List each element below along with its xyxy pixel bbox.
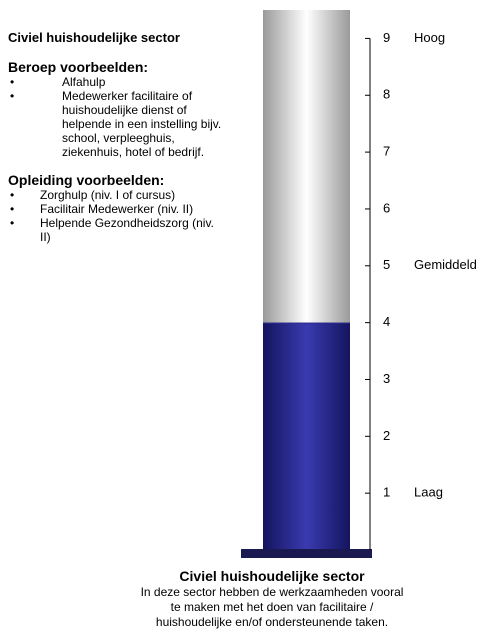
info-panel: Civiel huishoudelijke sector Beroep voor… <box>8 30 230 258</box>
y-tick-label: 3 <box>383 371 390 386</box>
list-item: Facilitair Medewerker (niv. II) <box>8 202 225 216</box>
y-tick-label: 4 <box>383 314 390 329</box>
level-label: Laag <box>414 485 443 500</box>
y-tick-label: 6 <box>383 200 390 215</box>
y-tick-label: 8 <box>383 87 390 102</box>
list: Zorghulp (niv. I of cursus)Facilitair Me… <box>8 188 230 244</box>
y-tick-label: 7 <box>383 144 390 159</box>
base <box>241 549 372 558</box>
y-tick-label: 5 <box>383 257 390 272</box>
list-item: Helpende Gezondheidszorg (niv. II) <box>8 216 225 244</box>
list-item: Alfahulp <box>8 75 222 89</box>
section-heading: Beroep voorbeelden: <box>8 59 149 75</box>
list: AlfahulpMedewerker facilitaire of huisho… <box>8 75 230 159</box>
gauge-fill <box>263 322 350 550</box>
y-tick-label: 1 <box>383 485 390 500</box>
section-heading: Opleiding voorbeelden: <box>8 172 165 188</box>
y-tick-label: 2 <box>383 428 390 443</box>
caption-text: In deze sector hebben de werkzaamheden v… <box>140 585 404 629</box>
list-item: Zorghulp (niv. I of cursus) <box>8 188 225 202</box>
level-label: Gemiddeld <box>414 257 477 272</box>
caption: Civiel huishoudelijke sector In deze sec… <box>140 568 404 630</box>
gauge-edge <box>263 322 350 324</box>
list-item: Medewerker facilitaire of huishoudelijke… <box>8 89 222 159</box>
level-label: Hoog <box>414 30 445 45</box>
info-title: Civiel huishoudelijke sector <box>8 30 180 45</box>
caption-title: Civiel huishoudelijke sector <box>179 568 365 584</box>
y-tick-label: 9 <box>383 30 390 45</box>
